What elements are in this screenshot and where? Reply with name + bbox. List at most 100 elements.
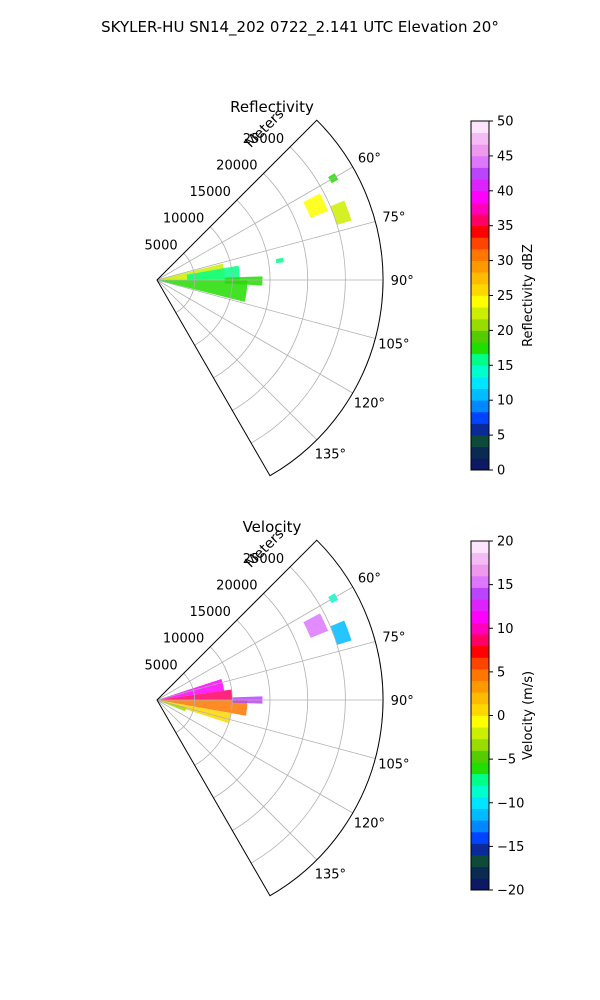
- colorbar-tick-label: 5: [497, 665, 505, 680]
- colorbar-swatch: [471, 820, 489, 833]
- echo-region: [224, 276, 263, 286]
- velocity-tick-labels: 5000 10000 15000 20000 25000 60° 75° 90° 105° 120…: [145, 552, 414, 883]
- figure-title: SKYLER-HU SN14_202 0722_2.141 UTC Elevat…: [101, 18, 499, 37]
- echo-region: [275, 257, 284, 264]
- velocity-panel: Velocity 5000 10000 15000 20000 25000 60° 75° 9…: [145, 518, 536, 899]
- colorbar-swatch: [471, 645, 489, 658]
- azimuth-tick-label: 135°: [315, 447, 346, 462]
- colorbar-swatch: [471, 808, 489, 821]
- colorbar-swatch: [471, 353, 489, 366]
- azimuth-gridline: [156, 699, 353, 814]
- colorbar-swatch: [471, 866, 489, 879]
- radial-tick-label: 20000: [216, 578, 257, 593]
- radial-tick-label: 5000: [145, 238, 178, 253]
- colorbar-tick-label: 15: [497, 359, 514, 374]
- colorbar-swatch: [471, 692, 489, 705]
- sector-frame: [156, 539, 384, 897]
- colorbar-swatch: [471, 796, 489, 809]
- colorbar-swatch: [471, 575, 489, 588]
- reflectivity-tick-labels: 5000 10000 15000 20000 25000 60° 75° 90° 105° 120…: [145, 132, 414, 463]
- azimuth-tick-label: 90°: [391, 274, 414, 289]
- radial-tick-label: 25000: [243, 552, 284, 567]
- azimuth-gridline: [156, 641, 376, 701]
- azimuth-tick-label: 90°: [391, 694, 414, 709]
- colorbar-tick-label: −5: [497, 753, 516, 768]
- echo-region: [160, 689, 233, 700]
- azimuth-tick-label: 120°: [354, 397, 385, 412]
- colorbar-swatch: [471, 715, 489, 728]
- radial-gridline: [213, 619, 271, 799]
- colorbar-tick-label: 10: [497, 394, 514, 409]
- radial-gridline: [250, 146, 346, 444]
- velocity-colorbar-label: Velocity (m/s): [521, 671, 536, 760]
- echo-region: [186, 265, 240, 280]
- colorbar-swatch: [471, 423, 489, 436]
- colorbar-swatch: [471, 878, 489, 891]
- velocity-echoes: [158, 593, 352, 724]
- colorbar-tick-label: 50: [497, 115, 514, 130]
- colorbar-swatch: [471, 179, 489, 192]
- colorbar-swatch: [471, 564, 489, 577]
- colorbar-swatch: [471, 365, 489, 378]
- colorbar-tick-label: 30: [497, 254, 514, 269]
- azimuth-tick-label: 135°: [315, 867, 346, 882]
- echo-region: [160, 280, 248, 302]
- colorbar-swatch: [471, 260, 489, 273]
- colorbar-swatch: [471, 167, 489, 180]
- colorbar-tick-label: 0: [497, 709, 505, 724]
- radial-gridline: [194, 226, 233, 346]
- reflectivity-panel: Reflectivity 5000 10000 15000 20000 25000 60°…: [145, 98, 536, 479]
- colorbar-tick-label: 10: [497, 622, 514, 637]
- colorbar-swatch: [471, 121, 489, 134]
- colorbar-swatch: [471, 599, 489, 612]
- reflectivity-grid: [156, 119, 384, 477]
- colorbar-swatch: [471, 388, 489, 401]
- colorbar-tick-label: −20: [497, 884, 524, 899]
- radial-tick-label: 20000: [216, 158, 257, 173]
- colorbar-swatch: [471, 248, 489, 261]
- colorbar-swatch: [471, 435, 489, 448]
- radial-tick-label: 10000: [163, 632, 204, 647]
- reflectivity-title: Reflectivity: [230, 98, 314, 116]
- colorbar-swatch: [471, 541, 489, 554]
- colorbar-swatch: [471, 855, 489, 868]
- velocity-colorbar: −20 −15 −10 −5 0 5 10 15 20: [470, 535, 524, 899]
- colorbar-swatch: [471, 283, 489, 296]
- azimuth-gridline: [156, 699, 318, 861]
- radial-tick-label: 10000: [163, 212, 204, 227]
- colorbar-swatch: [471, 680, 489, 693]
- azimuth-gridline: [156, 221, 376, 281]
- velocity-title: Velocity: [243, 518, 302, 536]
- colorbar-swatch: [471, 587, 489, 600]
- azimuth-gridline: [156, 166, 353, 281]
- radial-tick-label: 15000: [190, 185, 231, 200]
- azimuth-gridline: [156, 699, 376, 759]
- colorbar-tick-label: 35: [497, 219, 514, 234]
- colorbar-swatch: [471, 634, 489, 647]
- colorbar-swatch: [471, 762, 489, 775]
- radial-gridline: [194, 646, 233, 766]
- colorbar-swatch: [471, 237, 489, 250]
- radial-tick-label: 5000: [145, 658, 178, 673]
- colorbar-swatch: [471, 727, 489, 740]
- azimuth-tick-label: 75°: [382, 631, 405, 646]
- colorbar-swatch: [471, 785, 489, 798]
- colorbar-tick-label: 15: [497, 578, 514, 593]
- radial-gridline: [175, 673, 196, 733]
- colorbar-swatch: [471, 376, 489, 389]
- colorbar-swatch: [471, 552, 489, 565]
- colorbar-swatch: [471, 400, 489, 413]
- radial-tick-label: 15000: [190, 605, 231, 620]
- colorbar-swatch: [471, 610, 489, 623]
- colorbar-swatch: [471, 342, 489, 355]
- colorbar-tick-label: 25: [497, 289, 514, 304]
- colorbar-swatch: [471, 750, 489, 763]
- radial-tick-label: 25000: [243, 132, 284, 147]
- colorbar-tick-label: 45: [497, 149, 514, 164]
- reflectivity-colorbar: 0 5 10 15 20 25 30 35 40 45 50: [470, 115, 514, 479]
- colorbar-swatch: [471, 773, 489, 786]
- echo-region: [330, 200, 352, 225]
- colorbar-swatch: [471, 132, 489, 145]
- colorbar-swatch: [471, 307, 489, 320]
